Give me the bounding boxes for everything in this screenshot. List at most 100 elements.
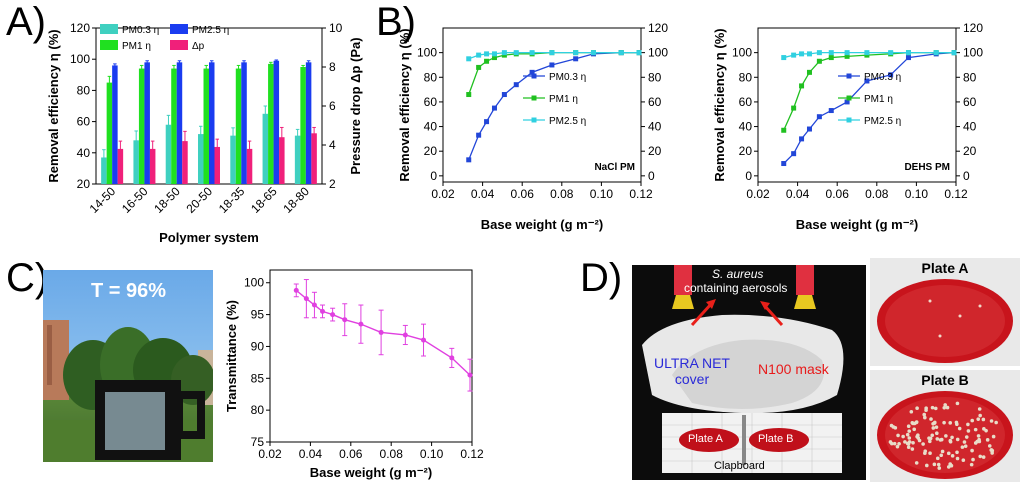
- colony-dot: [934, 425, 939, 429]
- legend-swatch: [170, 24, 188, 34]
- x-tick-label: 0.04: [299, 447, 323, 461]
- legend-marker: [846, 73, 852, 79]
- y-tick-label: 75: [251, 435, 265, 449]
- colony-dot: [907, 440, 912, 444]
- colony-dot: [935, 431, 939, 436]
- colony-dot: [970, 418, 975, 423]
- cover-label-line2: cover: [674, 371, 710, 387]
- y-tick-label-right: 20: [963, 144, 977, 158]
- data-point: [573, 56, 579, 62]
- y-tick-label: 90: [251, 339, 265, 353]
- data-point: [905, 55, 911, 61]
- y-tick-label-left: 40: [77, 146, 91, 160]
- colony-dot: [929, 417, 933, 421]
- colony-dot: [987, 444, 992, 448]
- y-axis-title: Removal efficiency η (%): [397, 28, 412, 181]
- colony-dot: [907, 436, 912, 440]
- bar: [106, 82, 113, 184]
- bar: [144, 62, 150, 184]
- y-tick-label-left: 60: [739, 95, 753, 109]
- plate-b-label: Plate B: [758, 433, 794, 445]
- x-tick-label: 16-50: [119, 184, 151, 216]
- y-tick-label-left: 80: [424, 70, 438, 84]
- colony-dot: [897, 441, 901, 446]
- y-axis-title: Removal efficiency η (%): [712, 28, 727, 181]
- x-axis-title: Base weight (g m⁻²): [310, 465, 432, 480]
- colony-dot: [970, 448, 974, 453]
- y-tick-label-left: 40: [739, 120, 753, 134]
- bar: [300, 67, 306, 184]
- data-point: [476, 132, 482, 138]
- colony-dot: [905, 432, 910, 437]
- mask-test-scene: [642, 265, 844, 473]
- plate-a-label: Plate A: [688, 433, 723, 445]
- colony-dot: [938, 438, 943, 442]
- y-tick-label-left: 100: [732, 46, 752, 60]
- y-tick-label: 100: [244, 276, 264, 290]
- x-tick-label: 0.08: [865, 187, 889, 201]
- data-point: [402, 332, 408, 338]
- data-point: [806, 51, 812, 57]
- clapboard-label: Clapboard: [714, 460, 765, 472]
- colony-dot: [928, 436, 933, 441]
- petri-b-image: [877, 391, 1013, 479]
- bar: [171, 68, 177, 184]
- colony-dot: [990, 451, 994, 455]
- colony-dot: [963, 444, 968, 448]
- data-point: [791, 151, 797, 157]
- colony-dot: [928, 451, 932, 455]
- y-tick-label: 85: [251, 371, 265, 385]
- colony-dot: [933, 406, 938, 411]
- data-point: [781, 161, 787, 167]
- data-point: [806, 126, 812, 132]
- colony-dot: [946, 451, 951, 456]
- data-point: [864, 50, 870, 56]
- y-tick-label-right: 60: [963, 95, 977, 109]
- legend-label: PM1 η: [122, 41, 151, 52]
- legend-swatch: [100, 40, 118, 50]
- data-point: [466, 157, 472, 163]
- colony-dot: [976, 434, 981, 438]
- data-point: [421, 337, 427, 343]
- bar: [311, 133, 317, 184]
- x-tick-label: 0.06: [511, 187, 535, 201]
- mask-label: N100 mask: [758, 361, 829, 377]
- data-point: [320, 308, 326, 314]
- panel-label-d: D): [580, 256, 623, 300]
- colony-dot: [955, 437, 960, 442]
- colony-dot: [896, 433, 900, 438]
- colony-dot: [933, 420, 937, 425]
- y-tick-label-right: 120: [963, 21, 983, 35]
- x-tick-label: 0.04: [786, 187, 810, 201]
- x-tick-label: 0.08: [380, 447, 404, 461]
- cover-label-line1: ULTRA NET: [654, 355, 730, 371]
- colony-dot: [981, 455, 986, 459]
- colony-dot: [912, 427, 917, 432]
- bar: [246, 148, 253, 184]
- data-point: [806, 69, 812, 75]
- bar: [165, 124, 172, 184]
- data-point: [501, 50, 507, 56]
- colony-dot: [892, 441, 897, 446]
- bar: [235, 68, 242, 184]
- data-point: [828, 55, 834, 61]
- colony-dot: [969, 462, 974, 467]
- y-axis-title: Transmittance (%): [224, 300, 239, 412]
- petri-b-title: Plate B: [921, 372, 969, 388]
- colony-dot: [977, 437, 981, 442]
- bar: [101, 157, 107, 184]
- data-point: [864, 78, 870, 84]
- petri-dish-b: Plate B: [870, 370, 1020, 482]
- data-point: [549, 50, 555, 56]
- y-tick-label-left: 100: [70, 52, 90, 66]
- colony-dot: [936, 462, 941, 467]
- data-point: [590, 50, 596, 56]
- legend-label: PM2.5 η: [192, 25, 229, 36]
- colony-dot: [935, 456, 940, 461]
- line-chart-nacl: 0.02 0.04 0.06 0.08 0.10 0.12 0 20 40 60 80 100 0 20 4…: [397, 21, 668, 232]
- bar: [203, 68, 209, 184]
- data-point: [501, 92, 507, 98]
- bar: [117, 148, 124, 184]
- colony-dot: [922, 412, 927, 417]
- colony-dot: [939, 453, 944, 458]
